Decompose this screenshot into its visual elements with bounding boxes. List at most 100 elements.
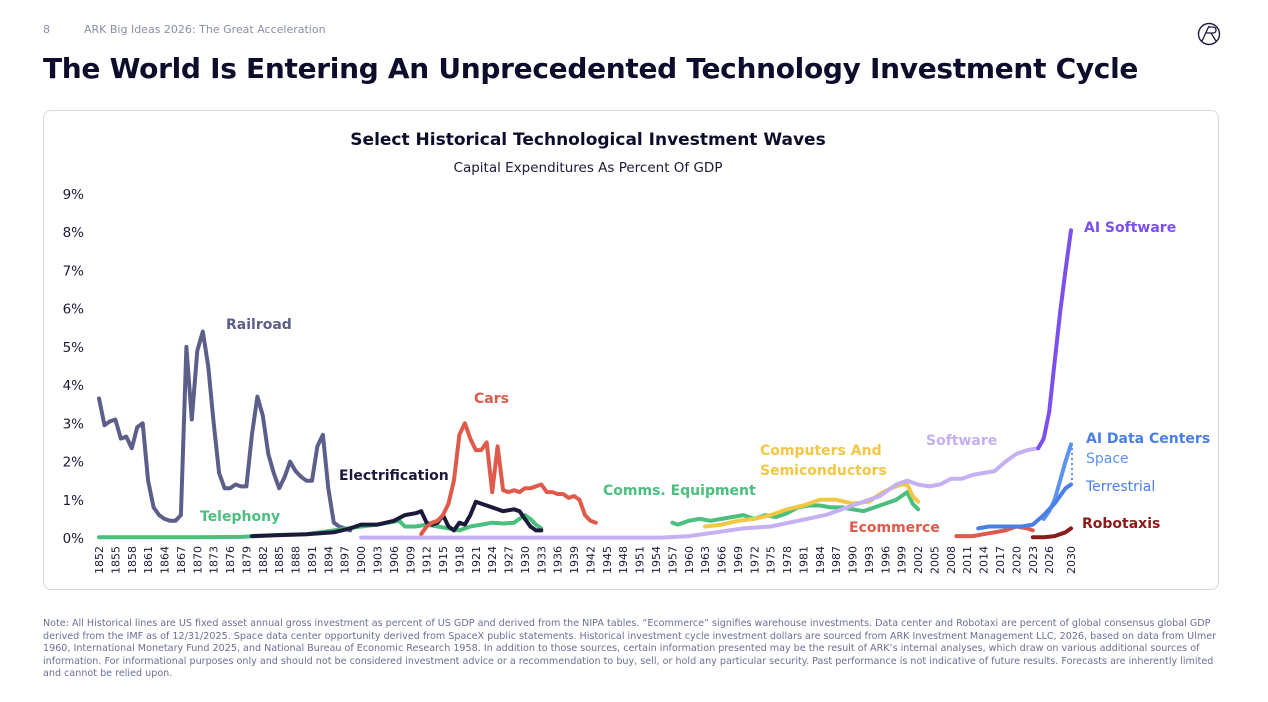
y-tick-label: 6% (63, 302, 85, 318)
x-tick-label: 1879 (240, 546, 253, 574)
series-line (954, 524, 1035, 539)
x-tick-label: 2014 (978, 546, 991, 574)
x-tick-label: 1999 (896, 546, 909, 574)
y-tick-label: 0% (63, 531, 85, 547)
x-tick-label: 1876 (224, 546, 237, 574)
series-label: Comms. Equipment (603, 483, 756, 499)
y-tick-label: 3% (63, 416, 85, 432)
x-tick-label: 1912 (421, 546, 434, 574)
x-tick-label: 1951 (634, 546, 647, 574)
x-tick-label: 1945 (601, 546, 614, 574)
chart: Select Historical Technological Investme… (63, 130, 1078, 574)
x-tick-label: 1993 (863, 546, 876, 574)
x-tick-label: 1861 (142, 546, 155, 574)
x-tick-label: 1996 (879, 546, 892, 574)
x-tick-label: 1927 (503, 546, 516, 574)
x-tick-label: 1990 (847, 546, 860, 574)
series-line (976, 482, 1073, 531)
x-tick-label: 2008 (945, 546, 958, 574)
y-tick-label: 5% (63, 340, 85, 356)
series-line (419, 421, 598, 537)
x-tick-label: 1897 (339, 546, 352, 574)
series-label: Robotaxis (1082, 516, 1161, 532)
chart-title: Select Historical Technological Investme… (350, 130, 825, 150)
x-tick-label: 1978 (781, 546, 794, 574)
x-tick-label: 1915 (437, 546, 450, 574)
x-tick-label: 1960 (683, 546, 696, 574)
series-line (249, 499, 544, 539)
x-tick-label: 1906 (388, 546, 401, 574)
logo (1197, 22, 1221, 46)
x-tick-label: 1858 (126, 546, 139, 574)
series-label: Electrification (339, 468, 449, 484)
chart-frame (43, 110, 1219, 590)
x-tick-label: 1903 (371, 546, 384, 574)
series-line (703, 482, 921, 529)
x-tick-label: 1957 (666, 546, 679, 574)
series-label: Railroad (226, 317, 292, 333)
x-tick-label: 1894 (322, 546, 335, 574)
slide-title: The World Is Entering An Unprecedented T… (43, 52, 1139, 85)
y-tick-label: 1% (63, 493, 85, 509)
series-line (97, 329, 353, 533)
x-tick-label: 1918 (453, 546, 466, 574)
x-tick-label: 1984 (814, 546, 827, 574)
x-tick-label: 1900 (355, 546, 368, 574)
chart-subtitle: Capital Expenditures As Percent Of GDP (454, 160, 723, 176)
series-label: Cars (474, 391, 509, 407)
footnote: Note: All Historical lines are US fixed … (43, 618, 1217, 680)
x-tick-label: 1954 (650, 546, 663, 574)
x-tick-label: 1870 (191, 546, 204, 574)
x-tick-label: 1975 (765, 546, 778, 574)
x-tick-label: 1987 (830, 546, 843, 574)
series-label: Computers And Semiconductors (760, 443, 887, 479)
x-tick-label: 1909 (404, 546, 417, 574)
series-label: Space (1086, 451, 1129, 467)
x-tick-label: 1969 (732, 546, 745, 574)
deck-title: ARK Big Ideas 2026: The Great Accelerati… (84, 23, 326, 36)
x-tick-label: 1882 (257, 546, 270, 574)
x-tick-label: 2017 (994, 546, 1007, 574)
x-tick-label: 1864 (159, 546, 172, 574)
x-tick-label: 1939 (568, 546, 581, 574)
x-tick-label: 1867 (175, 546, 188, 574)
y-tick-label: 7% (63, 263, 85, 279)
x-tick-label: 1852 (93, 546, 106, 574)
page-number: 8 (43, 23, 50, 36)
y-tick-label: 9% (63, 187, 85, 203)
series-label: AI Data Centers (1086, 431, 1211, 447)
series-line (1041, 442, 1073, 521)
x-tick-label: 1948 (617, 546, 630, 574)
x-tick-label: 1942 (584, 546, 597, 574)
x-tick-label: 1930 (519, 546, 532, 574)
x-tick-label: 1972 (748, 546, 761, 574)
x-tick-label: 2002 (912, 546, 925, 574)
x-tick-label: 1981 (797, 546, 810, 574)
series-line (1036, 228, 1073, 451)
x-tick-label: 1936 (552, 546, 565, 574)
series-label: AI Software (1084, 220, 1177, 236)
x-tick-label: 1963 (699, 546, 712, 574)
y-tick-label: 8% (63, 225, 85, 241)
series-label: Software (926, 433, 998, 449)
x-tick-label: 2011 (961, 546, 974, 574)
x-tick-label: 1921 (470, 546, 483, 574)
x-tick-label: 2026 (1043, 546, 1056, 574)
x-tick-label: 1873 (208, 546, 221, 574)
y-tick-label: 2% (63, 455, 85, 471)
series-line (1030, 526, 1073, 540)
x-tick-label: 1891 (306, 546, 319, 574)
series-line (359, 446, 1041, 540)
x-tick-label: 1966 (716, 546, 729, 574)
x-tick-label: 1933 (535, 546, 548, 574)
x-tick-label: 1888 (290, 546, 303, 574)
x-tick-label: 2030 (1065, 546, 1078, 574)
x-tick-label: 2020 (1010, 546, 1023, 574)
x-tick-label: 2023 (1027, 546, 1040, 574)
x-tick-label: 2005 (928, 546, 941, 574)
series-label: Telephony (200, 509, 281, 525)
series-label: Terrestrial (1086, 479, 1156, 495)
y-tick-label: 4% (63, 378, 85, 394)
x-tick-label: 1885 (273, 546, 286, 574)
